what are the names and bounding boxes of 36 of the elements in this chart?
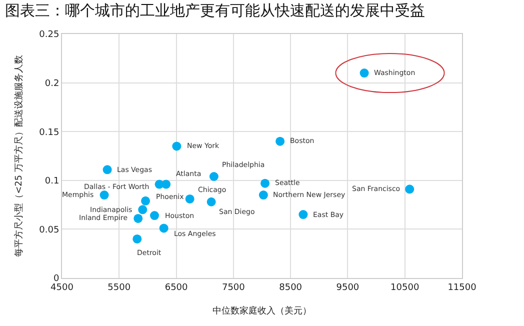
- x-tick-label: 5500: [108, 282, 131, 293]
- y-tick-label: 0.2: [44, 78, 60, 89]
- y-tick-label: 0.25: [39, 30, 60, 40]
- y-tick-label: 0.05: [39, 225, 60, 236]
- x-tick-label: 6500: [164, 282, 188, 293]
- chart-title: 图表三：哪个城市的工业地产更有可能从快速配送的发展中受益: [5, 1, 426, 20]
- point: [185, 194, 194, 204]
- point: [405, 184, 414, 194]
- y-tick-label: 0: [53, 274, 60, 284]
- point: [209, 172, 218, 181]
- point: [162, 180, 171, 189]
- point: [134, 214, 143, 223]
- y-axis-title: 每平方尺小型（<25 万平方尺）配送设施服务人数: [14, 55, 25, 257]
- point: [258, 190, 268, 200]
- y-tick-label: 0.1: [44, 176, 60, 187]
- point: [360, 68, 369, 78]
- point: [276, 136, 285, 146]
- x-tick-label: 4500: [50, 282, 74, 293]
- point: [100, 190, 109, 200]
- x-tick-label: 8500: [279, 282, 302, 293]
- point: [298, 210, 308, 220]
- point: [150, 211, 160, 220]
- x-tick-label: 9500: [336, 282, 360, 293]
- point: [141, 196, 150, 206]
- point: [132, 234, 142, 244]
- point: [138, 205, 148, 214]
- x-tick-label: 11500: [448, 282, 477, 293]
- point: [159, 224, 168, 233]
- point: [172, 142, 182, 151]
- point: [260, 178, 270, 188]
- y-tick-label: 0.15: [39, 128, 60, 138]
- point: [102, 165, 112, 174]
- x-tick-label: 10500: [390, 282, 420, 293]
- x-tick-label: 7500: [222, 282, 246, 293]
- point: [206, 197, 216, 206]
- x-axis-title: 中位数家庭收入（美元）: [212, 306, 312, 317]
